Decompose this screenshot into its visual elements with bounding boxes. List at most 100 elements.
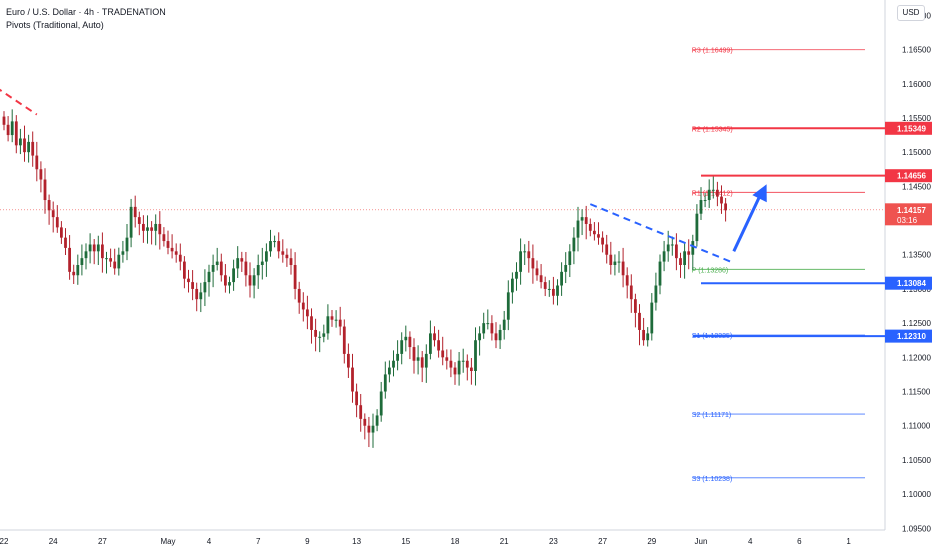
candle-body <box>137 217 141 224</box>
candle-body <box>572 237 576 252</box>
candle-body <box>490 323 494 334</box>
candle-body <box>441 350 445 358</box>
candle-body <box>191 282 194 289</box>
candle-body <box>482 323 486 334</box>
chart-legend: Euro / U.S. Dollar · 4h · TRADENATION Pi… <box>6 6 166 32</box>
candle-body <box>420 357 424 368</box>
candle-body <box>535 268 539 276</box>
candle-body <box>39 169 43 180</box>
candle-body <box>51 210 55 218</box>
candle-body <box>584 217 588 224</box>
candle-body <box>195 288 199 300</box>
time-tick-label: 15 <box>401 537 410 546</box>
price-tick-label: 1.11000 <box>902 422 931 431</box>
candle-body <box>691 241 695 255</box>
candle-body <box>359 405 363 419</box>
candle-body <box>326 316 330 334</box>
candle-body <box>92 244 96 252</box>
candle-body <box>408 336 412 348</box>
candle-body <box>519 251 522 272</box>
candle-body <box>654 285 658 303</box>
candle-body <box>68 247 71 272</box>
candle-body <box>76 265 80 276</box>
candle-body <box>355 391 358 406</box>
candle-body <box>125 237 129 252</box>
candle-body <box>683 251 686 265</box>
level-price-label: 1.12310 <box>897 332 926 341</box>
time-tick-label: 1 <box>846 537 851 546</box>
candle-body <box>470 367 473 371</box>
candle-body <box>80 258 84 265</box>
candle-body <box>14 121 18 146</box>
candle-body <box>621 261 625 276</box>
time-tick-label: 4 <box>207 537 212 546</box>
candle-body <box>203 282 207 293</box>
candle-body <box>662 251 666 262</box>
support-price-tag <box>885 276 932 290</box>
candle-body <box>486 323 490 325</box>
time-tick-label: Jun <box>695 537 708 546</box>
candle-body <box>269 241 272 252</box>
candle-body <box>84 251 88 259</box>
candle-body <box>260 261 264 265</box>
candle-body <box>650 302 654 334</box>
candle-body <box>720 196 723 204</box>
price-tick-label: 1.15500 <box>902 114 931 123</box>
indicator-title[interactable]: Pivots (Traditional, Auto) <box>6 20 104 30</box>
price-tick-label: 1.12000 <box>902 353 931 362</box>
candle-body <box>502 319 506 330</box>
candle-body <box>199 292 203 300</box>
price-tick-label: 1.15000 <box>902 148 931 157</box>
candle-body <box>494 333 498 341</box>
candle-body <box>310 316 313 330</box>
candle-body <box>515 271 518 279</box>
price-axis[interactable] <box>885 0 932 550</box>
candle-body <box>64 237 67 248</box>
candle-body <box>523 251 527 253</box>
candle-body <box>699 200 703 214</box>
candle-body <box>617 261 621 263</box>
candle-body <box>375 415 379 426</box>
candle-body <box>265 251 268 262</box>
projection-arrow[interactable] <box>732 193 762 252</box>
candle-body <box>601 237 604 245</box>
candle-body <box>121 251 125 255</box>
candle-body <box>101 244 104 259</box>
candle-body <box>675 244 678 259</box>
candle-body <box>224 275 227 286</box>
candle-body <box>273 241 276 243</box>
currency-button[interactable]: USD <box>897 5 925 21</box>
time-tick-label: May <box>160 537 175 546</box>
projection-arrow-head[interactable] <box>752 184 767 203</box>
candle-body <box>154 223 158 231</box>
candle-body <box>351 367 354 392</box>
resistance-trendline[interactable] <box>0 87 38 116</box>
candle-body <box>306 309 309 317</box>
candle-body <box>687 251 691 255</box>
candle-body <box>174 251 178 255</box>
time-tick-label: 29 <box>647 537 656 546</box>
candle-body <box>142 223 145 231</box>
candle-body <box>404 336 408 341</box>
time-tick-label: 7 <box>256 537 261 546</box>
support-trendline[interactable] <box>589 203 735 264</box>
candle-body <box>445 357 449 361</box>
candle-body <box>531 258 535 269</box>
candle-body <box>707 189 711 201</box>
candle-body <box>400 340 404 354</box>
candle-body <box>695 213 699 242</box>
price-tick-label: 1.14500 <box>902 182 931 191</box>
symbol-title[interactable]: Euro / U.S. Dollar · 4h · TRADENATION <box>6 7 166 17</box>
time-tick-label: 9 <box>305 537 310 546</box>
candle-body <box>318 336 322 338</box>
candle-body <box>129 206 133 238</box>
candle-body <box>96 244 100 252</box>
candle-body <box>314 329 317 337</box>
candle-body <box>433 333 436 341</box>
price-tick-label: 1.13500 <box>902 251 931 260</box>
bar-countdown: 03:16 <box>897 216 918 225</box>
pivot-label: R2 (1.15345) <box>692 127 733 134</box>
candle-body <box>170 247 174 252</box>
